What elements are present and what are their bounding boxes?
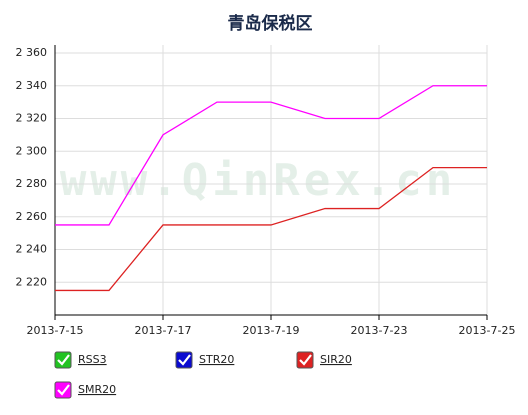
y-tick-label: 2 360 bbox=[16, 46, 48, 59]
legend-checkbox[interactable] bbox=[54, 381, 72, 399]
watermark: www.QinRex.cn bbox=[60, 155, 456, 206]
y-tick-label: 2 300 bbox=[16, 144, 48, 157]
legend-check[interactable] bbox=[57, 354, 70, 366]
legend-checkbox[interactable] bbox=[175, 351, 193, 369]
y-tick-label: 2 220 bbox=[16, 275, 48, 288]
x-tick-label: 2013-7-15 bbox=[27, 324, 84, 337]
y-tick-label: 2 280 bbox=[16, 177, 48, 190]
legend-label[interactable]: STR20 bbox=[199, 353, 234, 366]
legend-checkbox[interactable] bbox=[54, 351, 72, 369]
y-tick-label: 2 320 bbox=[16, 112, 48, 125]
legend-check[interactable] bbox=[57, 384, 70, 396]
x-tick-label: 2013-7-25 bbox=[459, 324, 516, 337]
y-tick-label: 2 260 bbox=[16, 210, 48, 223]
x-tick-label: 2013-7-19 bbox=[243, 324, 300, 337]
legend-label[interactable]: SIR20 bbox=[320, 353, 352, 366]
legend-label[interactable]: SMR20 bbox=[78, 383, 116, 396]
y-tick-label: 2 340 bbox=[16, 79, 48, 92]
x-tick-label: 2013-7-23 bbox=[351, 324, 408, 337]
chart-title: 青岛保税区 bbox=[228, 13, 313, 34]
legend-label[interactable]: RSS3 bbox=[78, 353, 107, 366]
x-tick-label: 2013-7-17 bbox=[135, 324, 192, 337]
series-line bbox=[55, 85, 487, 226]
legend-check[interactable] bbox=[178, 354, 191, 366]
legend-checkbox[interactable] bbox=[296, 351, 314, 369]
legend-check[interactable] bbox=[299, 354, 312, 366]
y-tick-label: 2 240 bbox=[16, 243, 48, 256]
series-line bbox=[55, 166, 487, 292]
